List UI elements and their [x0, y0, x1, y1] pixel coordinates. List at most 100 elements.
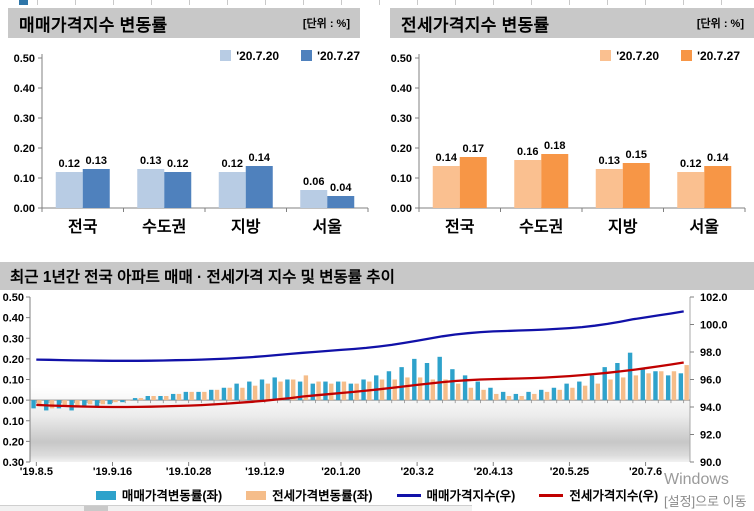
bar-value-label: 0.15 [626, 149, 647, 161]
cropped-table-edge [0, 0, 754, 5]
bar [374, 375, 379, 401]
plot-area [30, 297, 690, 462]
bar-value-label: 0.13 [140, 155, 161, 167]
bar [494, 393, 499, 401]
bar [633, 375, 639, 401]
legend-label: '20.7.27 [317, 49, 360, 63]
bar [113, 400, 118, 403]
bar [459, 157, 487, 208]
legend-item: '20.7.20 [600, 49, 659, 63]
bar [450, 369, 455, 401]
bar [335, 381, 341, 401]
bar [627, 352, 633, 401]
bar [514, 160, 542, 208]
right-axis-tick-label: 102.0 [700, 292, 728, 304]
windows-activation-watermark: Windows [설정]으로 이동 [664, 471, 754, 510]
bar [125, 400, 131, 401]
bar [570, 387, 575, 401]
bar [564, 383, 569, 401]
bar [665, 375, 671, 401]
bar [164, 396, 169, 401]
legend-item: 전세가격지수(우) [539, 485, 658, 504]
y-tick-label: 0.20 [14, 143, 35, 155]
sale-panel-title: 매매가격지수 변동률 [19, 15, 168, 35]
cropped-next-row-edge [0, 505, 472, 511]
bar-value-label: 0.13 [86, 155, 107, 167]
y-tick-label: 0.50 [391, 53, 412, 65]
bar-value-label: 0.14 [707, 152, 729, 164]
bar [303, 375, 309, 401]
legend-item: '20.7.27 [301, 49, 360, 63]
bar [475, 381, 480, 401]
bar [245, 166, 273, 208]
right-axis-tick-label: 100.0 [700, 320, 728, 332]
left-axis-tick-label: 0.40 [3, 313, 24, 325]
bar [622, 163, 650, 208]
bar [37, 400, 42, 407]
legend-swatch-icon [681, 50, 693, 61]
x-tick-label: '20.5.25 [550, 466, 589, 478]
bar [158, 396, 163, 401]
jeonse-panel-title: 전세가격지수 변동률 [401, 15, 550, 35]
bar [327, 196, 355, 208]
bar [659, 371, 664, 401]
bar [87, 400, 93, 405]
bar [595, 169, 623, 208]
cropped-next-row-cell [84, 506, 108, 511]
bar [620, 377, 626, 401]
jeonse-change-bars: 0.50 0.40 0.30 0.20 0.10 0.00 전국 0.14 0.17 수도권 0.1… [391, 53, 746, 236]
bar [94, 400, 100, 407]
bar [209, 389, 214, 401]
bar [297, 381, 303, 401]
bar [405, 377, 410, 401]
bar [227, 387, 232, 401]
x-tick-label: '20.1.20 [321, 466, 360, 478]
sale-panel-title-bar: 매매가격지수 변동률 [단위 : %] [8, 8, 360, 38]
y-tick-label: 0.40 [391, 83, 412, 95]
bar [541, 154, 569, 208]
jeonse-index-line [36, 361, 684, 409]
bar [234, 383, 239, 401]
trend-section-title: 최근 1년간 전국 아파트 매매 · 전세가격 지수 및 변동률 추이 [10, 269, 395, 286]
right-axis-tick-label: 94.0 [700, 402, 721, 414]
bar [62, 400, 67, 407]
x-tick-label: '19.8.5 [20, 466, 53, 478]
bar [214, 389, 220, 401]
y-tick-label: 0.10 [391, 173, 412, 185]
bar [443, 379, 448, 401]
bar [55, 172, 83, 208]
bar [183, 391, 189, 401]
bar [285, 379, 290, 401]
bar [176, 393, 182, 401]
bar-value-label: 0.12 [167, 158, 188, 170]
bar [151, 396, 156, 401]
category-label: 전국 [68, 218, 98, 236]
bar [640, 369, 645, 401]
bar [240, 387, 245, 401]
bar [56, 400, 62, 409]
right-axis-tick-label: 98.0 [700, 347, 721, 359]
bar [582, 385, 588, 401]
trend-chart-legend: 매매가격변동률(좌) 전세가격변동률(좌) 매매가격지수(우) 전세가격지수(우… [0, 485, 754, 504]
bar [310, 383, 315, 401]
legend-label: '20.7.20 [616, 49, 660, 63]
bar [417, 377, 423, 401]
left-axis-tick-label: 0.30 [3, 333, 24, 345]
y-tick-label: 0.20 [391, 143, 412, 155]
bar [137, 169, 165, 208]
bar [506, 396, 512, 401]
bar [671, 371, 677, 401]
legend-item: '20.7.27 [681, 49, 740, 63]
x-tick-label: '20.7.6 [629, 466, 662, 478]
jeonse-change-bar-chart: 0.50 0.40 0.30 0.20 0.10 0.00 전국 0.14 0.17 수도권 0.1… [391, 53, 746, 236]
category-label: 수도권 [519, 217, 563, 236]
bar [31, 400, 36, 409]
bar [120, 400, 125, 403]
sale-index-line [36, 310, 684, 362]
bar [532, 393, 537, 401]
right-axis-tick-label: 90.0 [700, 457, 721, 469]
legend-label: 전세가격지수(우) [569, 489, 659, 503]
bar [500, 391, 506, 401]
legend-bar-swatch-icon [95, 491, 116, 500]
